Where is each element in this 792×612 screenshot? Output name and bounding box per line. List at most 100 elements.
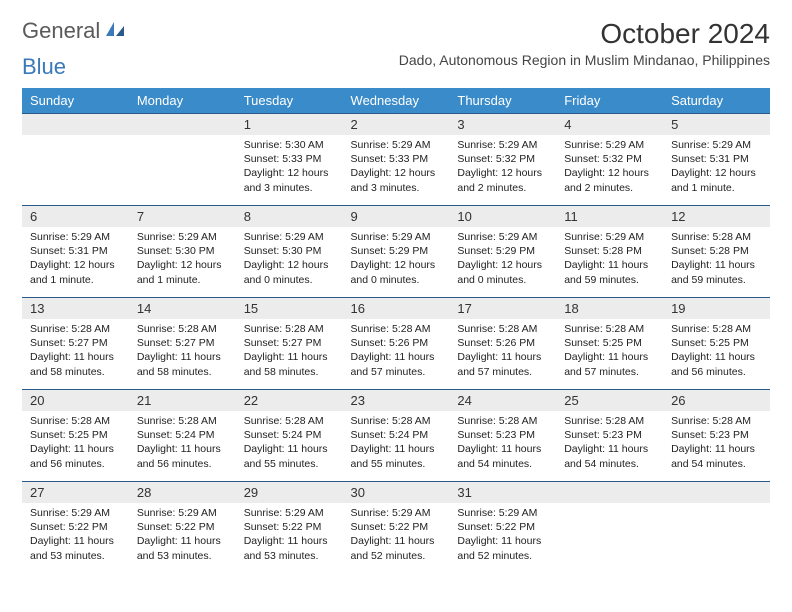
day-number: 17 [449,298,556,319]
calendar-cell [129,114,236,206]
day-content: Sunrise: 5:28 AMSunset: 5:25 PMDaylight:… [663,319,770,385]
day-content: Sunrise: 5:28 AMSunset: 5:28 PMDaylight:… [663,227,770,293]
day-number: 21 [129,390,236,411]
day-content: Sunrise: 5:29 AMSunset: 5:22 PMDaylight:… [343,503,450,569]
day-number [556,482,663,503]
calendar-cell: 8Sunrise: 5:29 AMSunset: 5:30 PMDaylight… [236,206,343,298]
logo: General [22,18,130,44]
day-header: Wednesday [343,88,450,114]
day-number [129,114,236,135]
month-title: October 2024 [399,18,770,50]
calendar-cell: 24Sunrise: 5:28 AMSunset: 5:23 PMDayligh… [449,390,556,482]
day-number: 26 [663,390,770,411]
calendar-cell: 14Sunrise: 5:28 AMSunset: 5:27 PMDayligh… [129,298,236,390]
logo-sail-icon [106,20,128,43]
day-number: 18 [556,298,663,319]
logo-text-gray: General [22,18,100,44]
calendar-cell: 27Sunrise: 5:29 AMSunset: 5:22 PMDayligh… [22,482,129,574]
day-header: Tuesday [236,88,343,114]
calendar-cell: 5Sunrise: 5:29 AMSunset: 5:31 PMDaylight… [663,114,770,206]
calendar-cell: 26Sunrise: 5:28 AMSunset: 5:23 PMDayligh… [663,390,770,482]
day-header: Friday [556,88,663,114]
day-header: Saturday [663,88,770,114]
day-number: 10 [449,206,556,227]
day-content: Sunrise: 5:28 AMSunset: 5:23 PMDaylight:… [556,411,663,477]
day-number [663,482,770,503]
title-block: October 2024 Dado, Autonomous Region in … [399,18,770,68]
day-content: Sunrise: 5:28 AMSunset: 5:26 PMDaylight:… [343,319,450,385]
day-content: Sunrise: 5:28 AMSunset: 5:24 PMDaylight:… [129,411,236,477]
calendar-cell: 10Sunrise: 5:29 AMSunset: 5:29 PMDayligh… [449,206,556,298]
day-number: 8 [236,206,343,227]
day-content: Sunrise: 5:28 AMSunset: 5:24 PMDaylight:… [343,411,450,477]
day-number: 11 [556,206,663,227]
day-content: Sunrise: 5:28 AMSunset: 5:25 PMDaylight:… [22,411,129,477]
day-number: 25 [556,390,663,411]
day-number: 22 [236,390,343,411]
day-content: Sunrise: 5:28 AMSunset: 5:27 PMDaylight:… [129,319,236,385]
calendar-cell: 7Sunrise: 5:29 AMSunset: 5:30 PMDaylight… [129,206,236,298]
day-content: Sunrise: 5:29 AMSunset: 5:22 PMDaylight:… [449,503,556,569]
day-number: 24 [449,390,556,411]
calendar-week-row: 6Sunrise: 5:29 AMSunset: 5:31 PMDaylight… [22,206,770,298]
calendar-cell: 4Sunrise: 5:29 AMSunset: 5:32 PMDaylight… [556,114,663,206]
calendar-cell: 9Sunrise: 5:29 AMSunset: 5:29 PMDaylight… [343,206,450,298]
calendar-cell [556,482,663,574]
day-content: Sunrise: 5:28 AMSunset: 5:26 PMDaylight:… [449,319,556,385]
day-content: Sunrise: 5:29 AMSunset: 5:32 PMDaylight:… [449,135,556,201]
day-content: Sunrise: 5:28 AMSunset: 5:23 PMDaylight:… [449,411,556,477]
day-content: Sunrise: 5:29 AMSunset: 5:29 PMDaylight:… [449,227,556,293]
day-number: 16 [343,298,450,319]
calendar-cell: 13Sunrise: 5:28 AMSunset: 5:27 PMDayligh… [22,298,129,390]
day-content: Sunrise: 5:29 AMSunset: 5:31 PMDaylight:… [663,135,770,201]
calendar-cell: 6Sunrise: 5:29 AMSunset: 5:31 PMDaylight… [22,206,129,298]
calendar-cell: 31Sunrise: 5:29 AMSunset: 5:22 PMDayligh… [449,482,556,574]
calendar-cell [663,482,770,574]
calendar-cell: 25Sunrise: 5:28 AMSunset: 5:23 PMDayligh… [556,390,663,482]
calendar-cell: 12Sunrise: 5:28 AMSunset: 5:28 PMDayligh… [663,206,770,298]
day-content: Sunrise: 5:29 AMSunset: 5:32 PMDaylight:… [556,135,663,201]
day-header: Sunday [22,88,129,114]
day-content: Sunrise: 5:28 AMSunset: 5:23 PMDaylight:… [663,411,770,477]
day-content: Sunrise: 5:29 AMSunset: 5:22 PMDaylight:… [22,503,129,569]
day-content: Sunrise: 5:29 AMSunset: 5:28 PMDaylight:… [556,227,663,293]
calendar-cell: 30Sunrise: 5:29 AMSunset: 5:22 PMDayligh… [343,482,450,574]
day-number: 15 [236,298,343,319]
day-content: Sunrise: 5:28 AMSunset: 5:24 PMDaylight:… [236,411,343,477]
calendar-cell: 3Sunrise: 5:29 AMSunset: 5:32 PMDaylight… [449,114,556,206]
day-number: 1 [236,114,343,135]
day-number: 20 [22,390,129,411]
day-header: Monday [129,88,236,114]
day-content: Sunrise: 5:29 AMSunset: 5:22 PMDaylight:… [236,503,343,569]
calendar-cell: 23Sunrise: 5:28 AMSunset: 5:24 PMDayligh… [343,390,450,482]
location-subtitle: Dado, Autonomous Region in Muslim Mindan… [399,52,770,68]
day-number: 6 [22,206,129,227]
day-content: Sunrise: 5:29 AMSunset: 5:30 PMDaylight:… [236,227,343,293]
calendar-cell: 20Sunrise: 5:28 AMSunset: 5:25 PMDayligh… [22,390,129,482]
day-number: 31 [449,482,556,503]
day-number [22,114,129,135]
day-number: 23 [343,390,450,411]
day-content: Sunrise: 5:29 AMSunset: 5:22 PMDaylight:… [129,503,236,569]
day-number: 29 [236,482,343,503]
calendar-cell: 28Sunrise: 5:29 AMSunset: 5:22 PMDayligh… [129,482,236,574]
day-content: Sunrise: 5:29 AMSunset: 5:29 PMDaylight:… [343,227,450,293]
calendar-table: SundayMondayTuesdayWednesdayThursdayFrid… [22,88,770,574]
calendar-week-row: 13Sunrise: 5:28 AMSunset: 5:27 PMDayligh… [22,298,770,390]
day-number: 27 [22,482,129,503]
day-header-row: SundayMondayTuesdayWednesdayThursdayFrid… [22,88,770,114]
calendar-week-row: 27Sunrise: 5:29 AMSunset: 5:22 PMDayligh… [22,482,770,574]
day-number: 4 [556,114,663,135]
day-number: 7 [129,206,236,227]
day-content: Sunrise: 5:28 AMSunset: 5:27 PMDaylight:… [236,319,343,385]
calendar-cell: 11Sunrise: 5:29 AMSunset: 5:28 PMDayligh… [556,206,663,298]
calendar-cell: 22Sunrise: 5:28 AMSunset: 5:24 PMDayligh… [236,390,343,482]
day-content: Sunrise: 5:29 AMSunset: 5:30 PMDaylight:… [129,227,236,293]
day-number: 28 [129,482,236,503]
calendar-cell: 29Sunrise: 5:29 AMSunset: 5:22 PMDayligh… [236,482,343,574]
day-content: Sunrise: 5:28 AMSunset: 5:25 PMDaylight:… [556,319,663,385]
calendar-body: 1Sunrise: 5:30 AMSunset: 5:33 PMDaylight… [22,114,770,574]
calendar-cell: 15Sunrise: 5:28 AMSunset: 5:27 PMDayligh… [236,298,343,390]
logo-text-blue: Blue [22,54,66,80]
day-number: 9 [343,206,450,227]
